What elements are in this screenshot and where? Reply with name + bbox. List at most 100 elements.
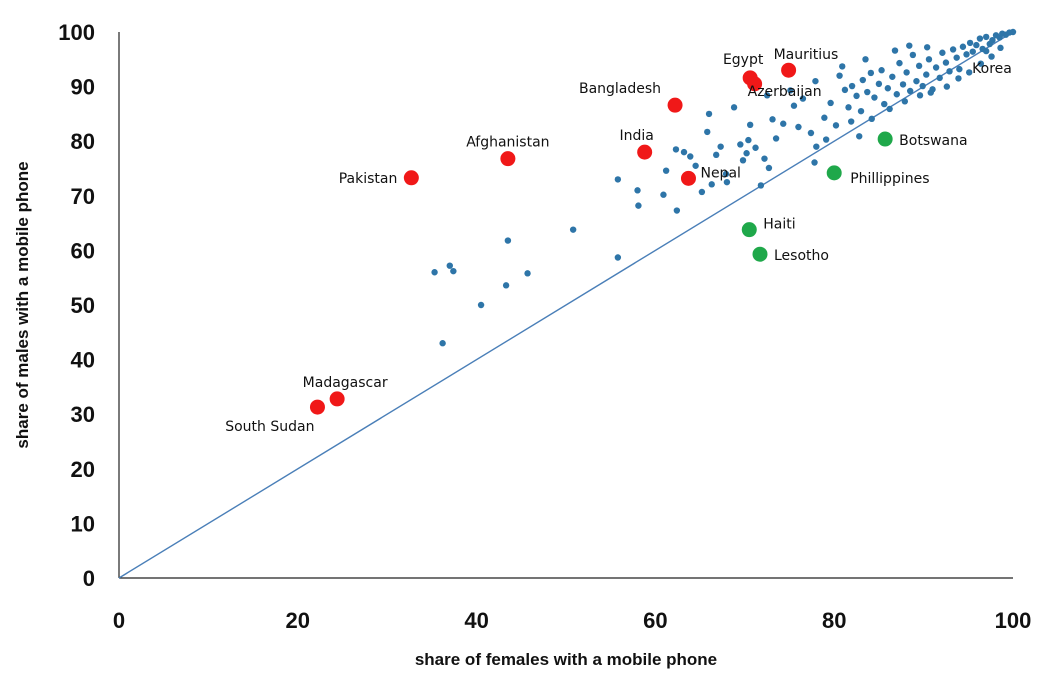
data-point-label: Bangladesh — [579, 81, 661, 97]
data-point — [857, 107, 865, 115]
data-point — [862, 56, 869, 63]
data-point — [927, 89, 934, 96]
data-point — [836, 72, 843, 79]
data-point — [963, 51, 970, 58]
country-labels: Pakistan Afghanistan India Bangladesh Nepal E… — [225, 47, 1012, 435]
highlighted-data-point — [309, 399, 325, 415]
y-axis-title: share of males with a mobile phone — [13, 161, 32, 448]
data-point — [893, 91, 900, 98]
data-point-label: Botswana — [899, 133, 967, 149]
data-point — [976, 35, 984, 42]
data-point-label: Madagascar — [303, 375, 388, 391]
data-point — [795, 123, 802, 131]
data-point — [439, 340, 446, 347]
data-point — [569, 226, 577, 233]
data-point — [903, 69, 910, 76]
highlighted-data-point — [747, 76, 763, 92]
data-point — [705, 110, 713, 118]
highlighted-data-point — [500, 151, 516, 167]
data-point — [901, 98, 909, 105]
highlighted-data-point — [637, 144, 653, 160]
data-point — [822, 136, 830, 143]
data-point — [989, 36, 996, 44]
highlighted-data-point — [877, 131, 893, 147]
data-point — [923, 71, 930, 78]
data-point — [634, 187, 641, 194]
y-tick-label: 30 — [71, 402, 95, 427]
data-point — [660, 191, 667, 198]
data-point — [673, 207, 681, 214]
data-point — [746, 121, 754, 129]
data-point — [919, 82, 926, 90]
data-point — [811, 159, 818, 166]
data-point — [899, 81, 907, 88]
data-point — [871, 94, 878, 101]
x-tick-label: 20 — [286, 608, 310, 633]
highlighted-data-point — [826, 165, 842, 181]
x-tick-label: 40 — [464, 608, 488, 633]
data-point — [614, 254, 622, 261]
highlighted-data-point — [781, 62, 797, 78]
data-point — [446, 262, 453, 269]
y-tick-label: 50 — [71, 293, 95, 318]
data-point — [875, 80, 883, 88]
data-point — [799, 95, 807, 102]
data-point — [704, 128, 711, 136]
data-point-label: Haiti — [763, 217, 795, 233]
data-point — [949, 46, 957, 53]
y-tick-labels: 0 10 20 30 40 50 60 70 80 90 100 — [58, 20, 95, 591]
y-tick-label: 70 — [71, 184, 95, 209]
highlighted-data-point — [403, 170, 419, 186]
data-point — [807, 129, 815, 137]
data-point — [932, 64, 940, 71]
data-point — [698, 188, 706, 196]
data-point — [737, 141, 744, 148]
data-point — [859, 76, 867, 84]
data-point — [969, 48, 976, 55]
y-tick-label: 80 — [71, 129, 95, 154]
data-point — [672, 146, 680, 153]
data-point — [832, 122, 840, 129]
data-point — [906, 42, 913, 49]
data-point-label: Pakistan — [339, 171, 398, 187]
data-point — [524, 270, 531, 277]
data-point — [813, 143, 820, 150]
data-point — [977, 60, 985, 67]
data-point — [761, 155, 768, 162]
data-point — [943, 83, 951, 90]
data-point — [923, 44, 931, 51]
data-point — [973, 41, 980, 49]
data-point — [757, 182, 765, 189]
data-point — [848, 82, 856, 90]
y-tick-label: 90 — [71, 75, 95, 100]
y-tick-label: 0 — [83, 566, 95, 591]
data-point — [915, 62, 923, 70]
data-point-label: Korea — [972, 61, 1012, 77]
data-point — [955, 75, 962, 82]
highlighted-countries-points — [309, 47, 990, 415]
data-point — [708, 181, 715, 188]
data-point — [891, 47, 899, 54]
data-point-label: Lesotho — [774, 248, 829, 264]
data-point — [966, 39, 974, 47]
data-point — [723, 178, 731, 186]
data-point — [730, 104, 738, 111]
data-point — [867, 69, 875, 77]
data-point — [769, 116, 776, 123]
data-point — [821, 114, 828, 121]
x-tick-label: 80 — [822, 608, 846, 633]
highlighted-data-point — [741, 222, 757, 238]
data-point — [477, 301, 485, 309]
y-tick-label: 10 — [71, 511, 95, 536]
data-point-label: South Sudan — [225, 419, 314, 435]
data-point — [431, 269, 438, 276]
data-point — [680, 148, 688, 156]
data-point — [787, 87, 794, 94]
data-point — [504, 237, 512, 244]
highlighted-data-point — [329, 391, 345, 407]
data-point — [881, 100, 888, 108]
data-point — [953, 54, 960, 61]
data-point — [886, 105, 893, 113]
data-point-label: India — [619, 128, 653, 144]
